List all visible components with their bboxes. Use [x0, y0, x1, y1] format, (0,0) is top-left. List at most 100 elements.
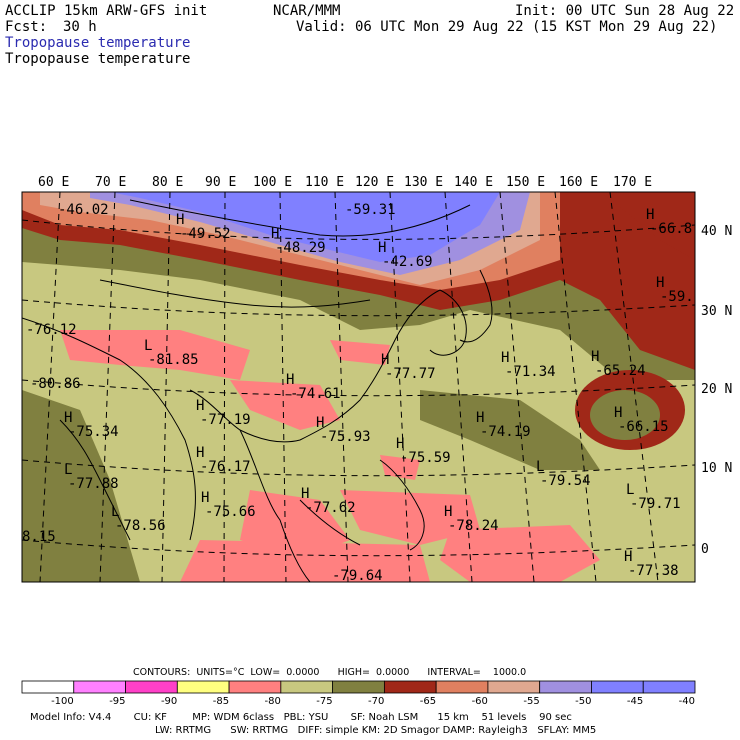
colorbar-swatch [73, 680, 126, 694]
extremum-value: -66.15 [618, 419, 669, 435]
extremum-type: H [396, 436, 404, 452]
extremum-marker: H-42.69 [378, 240, 433, 270]
center-name: NCAR/MMM [273, 3, 341, 19]
colorbar-label: -40 [679, 696, 695, 707]
colorbar-label: -85 [213, 696, 229, 707]
extremum-marker: H-75.93 [316, 415, 371, 445]
model-title: ACCLIP 15km ARW-GFS init [5, 3, 208, 19]
extremum-marker: -59.31 [345, 202, 396, 218]
extremum-value: -74.61 [290, 386, 341, 402]
extremum-value: -77.88 [68, 476, 119, 492]
extremum-type: H [656, 275, 664, 291]
lat-label: 30 N [701, 304, 732, 319]
extremum-marker: H-77.38 [624, 549, 679, 579]
coastlines [22, 199, 493, 582]
colorbar-label: -80 [265, 696, 281, 707]
extremum-value: -77.38 [628, 563, 679, 579]
extremum-marker: H-75.59 [396, 436, 451, 466]
extremum-marker: H-65.24 [591, 349, 646, 379]
extremum-type: H [271, 226, 279, 242]
extremum-marker: H-48.29 [271, 226, 326, 256]
contour-info: CONTOURS: UNITS=°C LOW= 0.0000 HIGH= 0.0… [133, 667, 527, 678]
colorbar-label: -65 [420, 696, 436, 707]
colorbar-swatch [176, 680, 230, 694]
colorbar: -100 -95 -90 -85 -80 -75 -70 -65 -60 -55 -50 -45 -40… [21, 680, 696, 707]
extremum-marker: 8.15 [22, 529, 56, 545]
extremum-value: -71.34 [505, 364, 556, 380]
field-title-primary: Tropopause temperature [5, 35, 191, 51]
lon-label: 60 E [38, 175, 69, 190]
extremum-value: -77.77 [385, 366, 436, 382]
extremum-marker: H-74.61 [286, 372, 341, 402]
lat-label: 0 [701, 542, 709, 557]
extremum-value: -75.34 [68, 424, 119, 440]
extremum-marker: H-49.52 [176, 212, 231, 242]
temperature-field [22, 192, 695, 582]
extremum-type: L [64, 462, 72, 478]
extremum-type: H [176, 212, 184, 228]
extremum-marker: H-71.34 [501, 350, 556, 380]
colorbar-swatch [280, 680, 334, 694]
extremum-value: -79.71 [630, 496, 681, 512]
colorbar-label: -70 [368, 696, 384, 707]
lat-label: 20 N [701, 382, 732, 397]
lon-label: 150 E [506, 175, 545, 190]
extremum-type: H [196, 445, 204, 461]
extremum-type: L [111, 504, 119, 520]
extremum-type: H [286, 372, 294, 388]
model-info-line-1: Model Info: V4.4 CU: KF MP: WDM 6class P… [30, 712, 572, 723]
extremum-type: H [646, 207, 654, 223]
colorbar-swatch [383, 680, 437, 694]
extremum-marker: H-78.24 [444, 504, 499, 534]
extremum-value: -49.52 [180, 226, 231, 242]
extremum-type: H [381, 352, 389, 368]
extremum-type: L [536, 459, 544, 475]
extremum-value: 8.15 [22, 529, 56, 545]
map-frame [21, 191, 696, 583]
lon-label: 120 E [355, 175, 394, 190]
extremum-type: L [626, 482, 634, 498]
extremum-type: H [201, 490, 209, 506]
extremum-value: -48.29 [275, 240, 326, 256]
extremum-type: H [378, 240, 386, 256]
forecast-label: Fcst: [5, 19, 48, 35]
colorbar-label: -50 [575, 696, 591, 707]
init-time: Init: 00 UTC Sun 28 Aug 22 [515, 3, 735, 19]
extremum-marker: L-78.56 [111, 504, 166, 534]
extremum-value: -76.17 [200, 459, 251, 475]
model-info-line-2: LW: RRTMG SW: RRTMG DIFF: simple KM: 2D … [155, 725, 597, 736]
extremum-marker: L-81.85 [144, 338, 199, 368]
extremum-marker: L-79.71 [626, 482, 681, 512]
extremum-marker: H-59.0 [656, 275, 695, 305]
extremum-type: H [444, 504, 452, 520]
extremum-value: -59.31 [345, 202, 396, 218]
colorbar-label: -55 [523, 696, 539, 707]
colorbar-swatch [591, 680, 644, 694]
extremum-value: -74.19 [480, 424, 531, 440]
extremum-value: -79.64 [332, 568, 383, 584]
colorbar-swatch [487, 680, 541, 694]
lon-label: 70 E [95, 175, 126, 190]
extremum-value: -76.12 [26, 322, 77, 338]
colorbar-swatch [332, 680, 385, 694]
field-title-secondary: Tropopause temperature [5, 51, 191, 67]
extremum-marker: H-77.19 [196, 398, 251, 428]
extremum-value: -77.19 [200, 412, 251, 428]
extremum-value: -81.85 [148, 352, 199, 368]
extremum-marker: -76.12 [26, 322, 77, 338]
colorbar-swatch [21, 680, 75, 694]
extremum-type: H [624, 549, 632, 565]
extremum-type: H [301, 486, 309, 502]
extremum-value: -42.69 [382, 254, 433, 270]
extremum-value: -79.54 [540, 473, 591, 489]
extremum-marker: H-75.34 [64, 410, 119, 440]
lon-label: 170 E [613, 175, 652, 190]
extremum-marker: H-76.17 [196, 445, 251, 475]
lon-label: 110 E [305, 175, 344, 190]
colorbar-label: -60 [472, 696, 488, 707]
extrema-layer: -46.02H-49.52 H-48.29-59.31H-42.69H-66.8H… [22, 202, 695, 584]
extremum-marker: H-77.77 [381, 352, 436, 382]
extremum-value: -75.59 [400, 450, 451, 466]
valid-time: Valid: 06 UTC Mon 29 Aug 22 (15 KST Mon … [296, 19, 718, 35]
